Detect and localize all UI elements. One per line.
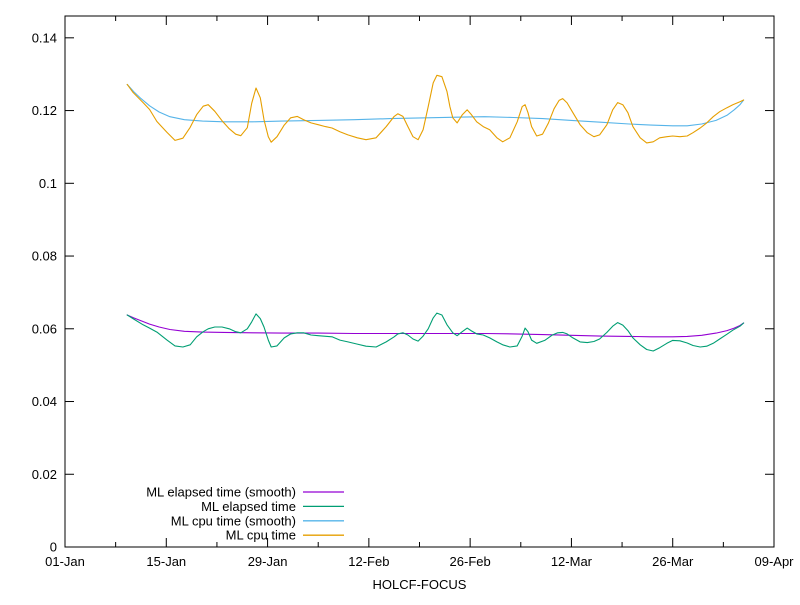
series-line-ml-cpu-time xyxy=(126,74,745,144)
axis-tick-labels: 01-Jan 15-Jan 29-Jan 12-Feb 26-Feb 12-Mar 26-M… xyxy=(32,30,794,569)
plot-border xyxy=(64,15,775,548)
x-tick-label: 09-Apr xyxy=(754,554,794,569)
y-tick-label: 0.04 xyxy=(32,394,57,409)
legend-label-ml-cpu-time-smooth: ML cpu time (smooth) xyxy=(171,513,296,528)
x-tick-label: 26-Mar xyxy=(652,554,694,569)
x-tick-label: 15-Jan xyxy=(146,554,186,569)
y-tick-label: 0.1 xyxy=(39,176,57,191)
x-tick-label: 12-Mar xyxy=(551,554,593,569)
series-line-ml-elapsed-time xyxy=(126,312,745,352)
y-tick-label: 0.08 xyxy=(32,249,57,264)
axis-ticks xyxy=(64,16,775,548)
legend: ML elapsed time (smooth)ML elapsed timeM… xyxy=(146,485,344,543)
series-line-ml-elapsed-time-smooth xyxy=(126,314,745,338)
legend-label-ml-elapsed-time-smooth: ML elapsed time (smooth) xyxy=(146,485,296,500)
y-tick-label: 0.06 xyxy=(32,321,57,336)
y-tick-label: 0 xyxy=(50,540,57,555)
x-tick-label: 12-Feb xyxy=(348,554,389,569)
y-tick-label: 0.14 xyxy=(32,30,57,45)
x-axis-title: HOLCF-FOCUS xyxy=(373,577,467,592)
x-tick-label: 29-Jan xyxy=(248,554,288,569)
x-tick-label: 01-Jan xyxy=(45,554,85,569)
y-tick-label: 0.12 xyxy=(32,103,57,118)
legend-label-ml-cpu-time: ML cpu time xyxy=(226,528,296,543)
y-tick-label: 0.02 xyxy=(32,467,57,482)
legend-label-ml-elapsed-time: ML elapsed time xyxy=(201,499,296,514)
data-series xyxy=(126,74,745,352)
series-line-ml-cpu-time-smooth xyxy=(126,83,745,127)
x-tick-label: 26-Feb xyxy=(450,554,491,569)
